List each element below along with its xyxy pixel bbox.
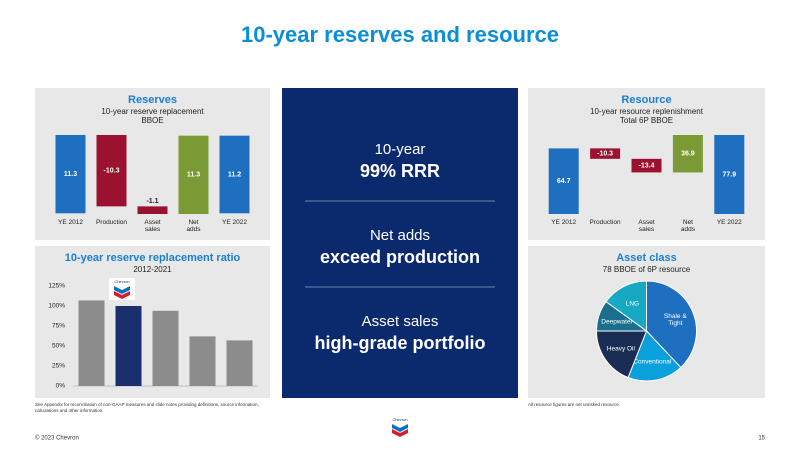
bar	[548, 148, 579, 214]
x-tick-label: Net adds	[186, 219, 201, 233]
center-label: Net adds	[370, 227, 430, 244]
bar	[178, 135, 209, 214]
copyright: © 2023 Chevron	[35, 435, 79, 442]
pie-slice	[646, 280, 697, 369]
bar	[590, 148, 621, 159]
chart-subtitle: 78 BBOE of 6P resource	[603, 265, 691, 274]
value-label: 11.3	[64, 171, 77, 178]
footnote-text: All resource figures are net unrisked re…	[528, 402, 621, 407]
chart-title: 10-year reserve replacement ratio	[65, 252, 241, 264]
bar	[672, 135, 703, 173]
logo-chevron	[114, 291, 130, 299]
bar	[152, 310, 179, 386]
value-label: 11.2	[228, 171, 241, 178]
bar	[78, 300, 105, 386]
bar	[189, 336, 216, 386]
logo-text: Chevron	[114, 279, 129, 284]
value-label: -10.3	[597, 150, 613, 157]
value-label: -10.3	[104, 168, 120, 175]
slice-label: Shale & Tight	[664, 313, 687, 327]
value-label: 36.9	[681, 151, 695, 158]
value-label: 11.3	[187, 172, 200, 179]
value-label: -1.1	[146, 198, 158, 205]
x-tick-label: Asset sales	[638, 219, 654, 233]
center-headline: exceed production	[320, 247, 480, 267]
logo: Chevron	[392, 417, 408, 437]
slice-label: Heavy Oil	[607, 345, 636, 352]
page-number: 15	[758, 436, 765, 442]
bar	[137, 206, 168, 214]
logo-chevron	[392, 424, 408, 432]
logo-chevron	[114, 286, 130, 294]
logo-text: Chevron	[392, 417, 407, 422]
pie-slice	[627, 330, 682, 382]
chart-subtitle: BBOE	[141, 116, 163, 125]
y-tick-label: 25%	[52, 363, 65, 370]
x-tick-label: Net adds	[681, 219, 696, 233]
x-tick-label: Production	[96, 219, 127, 226]
bar	[55, 135, 86, 214]
center-headline: high-grade portfolio	[315, 333, 486, 353]
bar	[96, 135, 127, 207]
slice-label: LNG	[626, 300, 639, 307]
x-tick-label: YE 2012	[58, 219, 83, 226]
chart-subtitle: 2012-2021	[133, 265, 172, 274]
bar	[714, 135, 745, 214]
slide-title: 10-year reserves and resource	[241, 22, 559, 47]
center-panel	[282, 88, 518, 398]
x-tick-label: Production	[590, 219, 621, 226]
center-headline: 99% RRR	[360, 161, 440, 181]
x-tick-label: Asset sales	[144, 219, 160, 233]
value-label: 64.7	[557, 178, 571, 185]
pie-slice	[605, 280, 647, 332]
value-label: 77.9	[722, 171, 736, 178]
y-tick-label: 50%	[52, 343, 65, 350]
x-tick-label: YE 2022	[717, 219, 742, 226]
chart-title: Reserves	[128, 94, 177, 106]
logo: Chevron	[109, 278, 135, 300]
slice-label: Deepwater	[601, 318, 633, 325]
center-label: 10-year	[375, 141, 426, 158]
chart-subtitle: Total 6P BBOE	[620, 116, 673, 125]
logo-chevron	[392, 429, 408, 437]
footnote: See Appendix for reconciliation of non-G…	[35, 402, 259, 413]
slice-label: Conventional	[633, 358, 671, 365]
value-label: -13.4	[639, 162, 655, 169]
chart-title: Asset class	[616, 252, 677, 264]
footnote: All resource figures are net unrisked re…	[528, 402, 621, 407]
y-tick-label: 125%	[48, 283, 65, 290]
bar	[226, 340, 253, 386]
pie-slice	[595, 330, 648, 379]
center-label: Asset sales	[362, 313, 439, 330]
chart-subtitle: 10-year reserve replacement	[101, 107, 204, 116]
chart-subtitle: 10-year resource replenishment	[590, 107, 704, 116]
bar	[115, 306, 142, 386]
bar	[219, 135, 250, 214]
y-tick-label: 0%	[56, 383, 66, 390]
x-tick-label: YE 2012	[551, 219, 576, 226]
chart-title: Resource	[621, 94, 671, 106]
y-tick-label: 100%	[48, 303, 65, 310]
x-tick-label: YE 2022	[222, 219, 247, 226]
bar	[631, 158, 662, 173]
footnote-text: See Appendix for reconciliation of non-G…	[35, 402, 259, 413]
y-tick-label: 75%	[52, 323, 65, 330]
